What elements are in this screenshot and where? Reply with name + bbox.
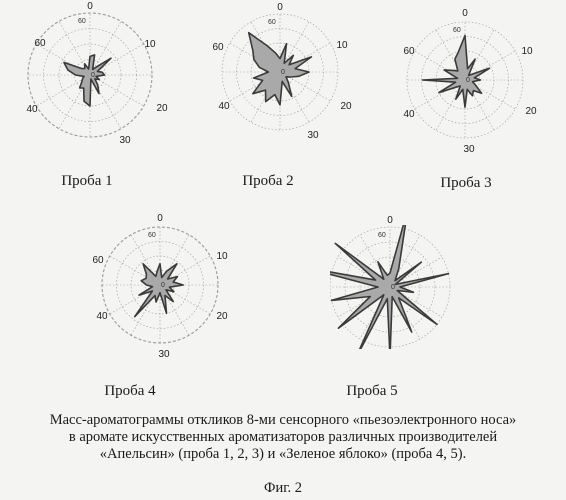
center-tick-label: 0: [391, 284, 395, 291]
radar-series: [330, 225, 450, 349]
center-tick-label: 0: [161, 282, 165, 289]
radial-tick-label: 60: [268, 19, 276, 26]
angle-tick-label: 30: [119, 135, 131, 146]
grid-ring: [58, 43, 122, 107]
radial-tick-label: 60: [78, 18, 86, 25]
radar-plot-3: 60 0 0 10 20 30 40 60: [403, 8, 537, 155]
angle-tick-label: 0: [87, 1, 93, 12]
grid-spoke: [159, 284, 190, 336]
radar-series: [247, 31, 313, 106]
grid-spoke: [130, 284, 161, 336]
angle-tick-label: 40: [26, 104, 38, 115]
grid-spoke: [109, 255, 161, 286]
radial-tick-label: 60: [378, 232, 386, 239]
grid-spoke: [229, 71, 281, 102]
grid-spoke: [337, 286, 391, 318]
radar-series: [63, 54, 112, 107]
radar-series: [421, 34, 491, 108]
plot-label-3: Проба 3: [440, 175, 492, 191]
grid-spoke: [435, 29, 466, 81]
center-tick-label: 0: [91, 72, 95, 79]
grid-spoke: [337, 256, 391, 288]
grid-spoke: [279, 42, 331, 73]
grid-ring: [221, 13, 339, 131]
angle-tick-label: 60: [212, 42, 224, 53]
figure-number: Фиг. 2: [263, 480, 303, 496]
angle-tick-label: 30: [463, 144, 475, 155]
angle-tick-label: 60: [34, 38, 46, 49]
grid-spoke: [279, 71, 310, 123]
plot-label-2: Проба 2: [242, 173, 294, 189]
angle-tick-label: 60: [403, 46, 415, 57]
grid-spoke: [464, 29, 495, 81]
angle-tick-label: 10: [144, 39, 156, 50]
angle-tick-label: 30: [307, 130, 319, 141]
radar-series: [133, 262, 184, 318]
grid-spoke: [159, 255, 211, 286]
grid-spoke: [359, 286, 391, 340]
angle-tick-label: 0: [157, 213, 163, 224]
grid-spoke: [89, 21, 122, 76]
grid-spoke: [464, 50, 516, 81]
grid-spoke: [279, 21, 310, 73]
angle-tick-label: 10: [521, 46, 533, 57]
angle-tick-label: 0: [277, 2, 283, 13]
angle-tick-label: 40: [218, 101, 230, 112]
angle-tick-label: 20: [525, 106, 537, 117]
caption-line-2: в аромате искусственных ароматизаторов р…: [68, 429, 498, 445]
radial-tick-label: 60: [453, 27, 461, 34]
grid-ring: [406, 21, 524, 139]
angle-tick-label: 0: [387, 215, 393, 226]
angle-tick-label: 60: [92, 255, 104, 266]
grid-spoke: [435, 79, 466, 131]
center-tick-label: 0: [281, 69, 285, 76]
grid-spoke: [389, 234, 421, 288]
grid-spoke: [279, 71, 331, 102]
grid-spoke: [389, 256, 443, 288]
angle-tick-label: 10: [336, 40, 348, 51]
caption-line-3: «Апельсин» (проба 1, 2, 3) и «Зеленое яб…: [99, 446, 467, 462]
grid-ring: [101, 226, 219, 344]
angle-tick-label: 40: [96, 311, 108, 322]
figure-caption: Масс-ароматограммы откликов 8-ми сенсорн…: [0, 412, 566, 463]
grid-spoke: [359, 234, 391, 288]
grid-spoke: [130, 234, 161, 286]
angle-tick-label: 30: [158, 349, 170, 360]
plot-label-1: Проба 1: [61, 173, 113, 189]
caption-line-1: Масс-ароматограммы откликов 8-ми сенсорн…: [49, 412, 517, 428]
angle-tick-label: 40: [403, 109, 415, 120]
grid-spoke: [414, 79, 466, 110]
angle-tick-label: 10: [216, 251, 228, 262]
angle-tick-label: 20: [216, 311, 228, 322]
radial-tick-label: 60: [148, 232, 156, 239]
grid-spoke: [159, 234, 190, 286]
angle-tick-label: 20: [156, 103, 168, 114]
grid-spoke: [464, 79, 495, 131]
grid-spoke: [159, 284, 211, 315]
angle-tick-label: 0: [462, 8, 468, 19]
grid-spoke: [389, 286, 443, 318]
radar-plot-4: 60 0 0 10 20 30 40 60: [92, 213, 228, 360]
center-tick-label: 0: [466, 77, 470, 84]
angle-tick-label: 20: [340, 101, 352, 112]
grid-ring: [359, 256, 421, 318]
grid-spoke: [389, 286, 421, 340]
grid-ring: [27, 12, 153, 138]
grid-spoke: [464, 79, 516, 110]
grid-spoke: [414, 50, 466, 81]
plot-label-5: Проба 5: [346, 383, 398, 399]
plot-label-4: Проба 4: [104, 383, 156, 399]
clipped-area: [330, 225, 451, 349]
grid-spoke: [109, 284, 161, 315]
